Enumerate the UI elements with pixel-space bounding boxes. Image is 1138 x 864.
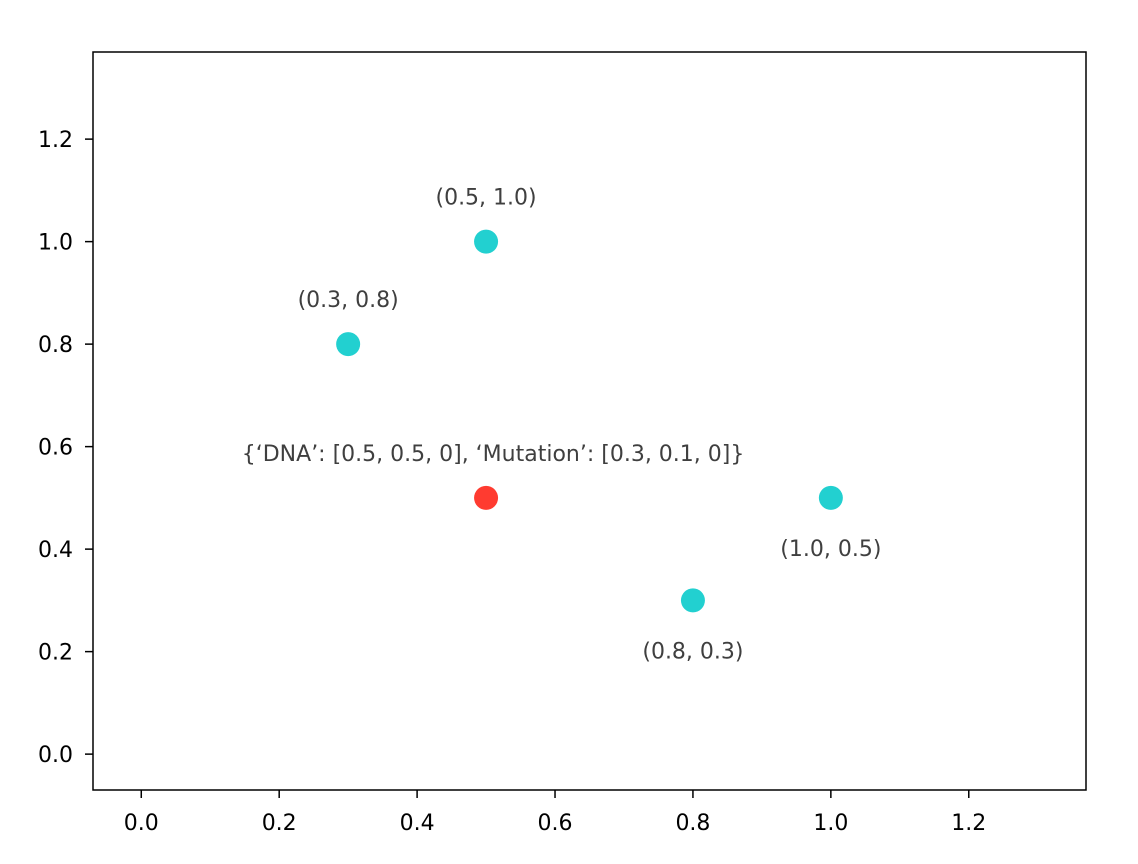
x-axis-ticks: 0.0 0.2 0.4 0.6 0.8 1.0 1.2 xyxy=(124,790,986,836)
x-tick-label: 1.2 xyxy=(951,811,986,836)
point-label: (0.8, 0.3) xyxy=(642,639,743,664)
x-tick-label: 0.4 xyxy=(400,811,435,836)
data-labels: (0.5, 1.0) (0.3, 0.8) {‘DNA’: [0.5, 0.5, 0… xyxy=(242,186,882,665)
y-tick-label: 0.2 xyxy=(38,641,73,666)
plot-area-background xyxy=(93,52,1086,790)
y-axis-ticks: 0.0 0.2 0.4 0.6 0.8 1.0 1.2 xyxy=(38,128,93,768)
x-tick-label: 1.0 xyxy=(813,811,848,836)
point-label: (0.3, 0.8) xyxy=(298,288,399,313)
x-tick-label: 0.2 xyxy=(262,811,297,836)
data-points xyxy=(336,229,843,613)
scatter-point xyxy=(680,588,705,613)
scatter-point xyxy=(474,485,499,510)
x-tick-label: 0.6 xyxy=(538,811,573,836)
point-label: (1.0, 0.5) xyxy=(780,537,881,562)
point-label: (0.5, 1.0) xyxy=(435,186,536,211)
scatter-point xyxy=(474,229,499,254)
y-tick-label: 1.0 xyxy=(38,231,73,256)
plot-frame xyxy=(92,51,1087,791)
scatter-point xyxy=(818,485,843,510)
scatter-point xyxy=(336,332,361,357)
x-tick-label: 0.8 xyxy=(675,811,710,836)
y-tick-label: 0.0 xyxy=(38,743,73,768)
y-tick-label: 0.6 xyxy=(38,436,73,461)
y-tick-label: 1.2 xyxy=(38,128,73,153)
point-label: {‘DNA’: [0.5, 0.5, 0], ‘Mutation’: [0.3,… xyxy=(242,442,745,467)
y-tick-label: 0.8 xyxy=(38,333,73,358)
x-tick-label: 0.0 xyxy=(124,811,159,836)
y-tick-label: 0.4 xyxy=(38,538,73,563)
